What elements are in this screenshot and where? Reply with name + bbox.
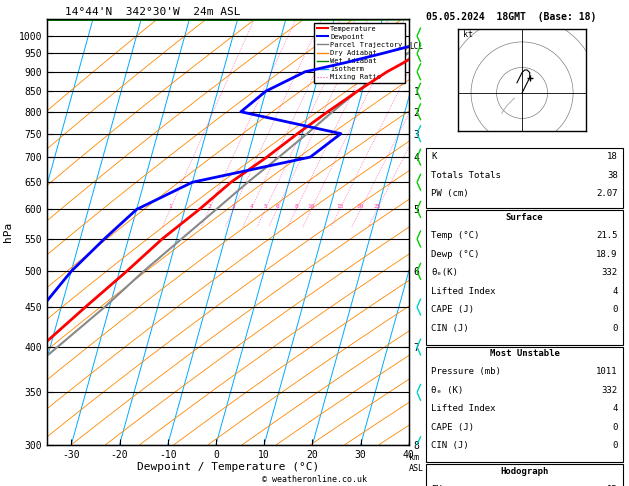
Text: LCL: LCL xyxy=(409,42,423,51)
Legend: Temperature, Dewpoint, Parcel Trajectory, Dry Adiabat, Wet Adiabat, Isotherm, Mi: Temperature, Dewpoint, Parcel Trajectory… xyxy=(314,23,405,83)
Text: 6: 6 xyxy=(275,205,279,209)
Text: 14°44'N  342°30'W  24m ASL: 14°44'N 342°30'W 24m ASL xyxy=(65,7,241,17)
Text: 18.9: 18.9 xyxy=(596,250,618,259)
Text: Hodograph: Hodograph xyxy=(501,467,548,476)
Text: 2.07: 2.07 xyxy=(596,189,618,198)
Text: 05.05.2024  18GMT  (Base: 18): 05.05.2024 18GMT (Base: 18) xyxy=(426,12,597,22)
Text: Surface: Surface xyxy=(506,213,543,222)
Text: 21.5: 21.5 xyxy=(596,231,618,241)
Text: PW (cm): PW (cm) xyxy=(431,189,469,198)
Text: km
ASL: km ASL xyxy=(409,453,424,472)
Text: CIN (J): CIN (J) xyxy=(431,324,469,333)
Text: K: K xyxy=(431,152,437,161)
Text: CAPE (J): CAPE (J) xyxy=(431,305,474,314)
Text: 15: 15 xyxy=(607,485,618,486)
Text: EH: EH xyxy=(431,485,442,486)
Text: Totals Totals: Totals Totals xyxy=(431,171,501,180)
Text: © weatheronline.co.uk: © weatheronline.co.uk xyxy=(262,474,367,484)
Text: 2: 2 xyxy=(208,205,211,209)
Text: 8: 8 xyxy=(294,205,298,209)
Text: 15: 15 xyxy=(336,205,343,209)
Text: 18: 18 xyxy=(607,152,618,161)
Text: 0: 0 xyxy=(612,441,618,451)
Text: 1011: 1011 xyxy=(596,367,618,377)
Text: 332: 332 xyxy=(601,268,618,278)
Text: 38: 38 xyxy=(607,171,618,180)
Text: CAPE (J): CAPE (J) xyxy=(431,423,474,432)
Text: θₑ(K): θₑ(K) xyxy=(431,268,459,278)
Text: θₑ (K): θₑ (K) xyxy=(431,386,464,395)
Text: 10: 10 xyxy=(308,205,315,209)
Text: 332: 332 xyxy=(601,386,618,395)
Text: 5: 5 xyxy=(264,205,267,209)
Text: 4: 4 xyxy=(249,205,253,209)
Text: kt: kt xyxy=(464,30,474,39)
Y-axis label: Mixing Ratio (g/kg): Mixing Ratio (g/kg) xyxy=(431,181,440,283)
Text: 4: 4 xyxy=(612,404,618,414)
Text: CIN (J): CIN (J) xyxy=(431,441,469,451)
Text: 0: 0 xyxy=(612,305,618,314)
Text: 0: 0 xyxy=(612,324,618,333)
Text: Lifted Index: Lifted Index xyxy=(431,287,496,296)
Text: 1: 1 xyxy=(168,205,172,209)
Text: 3: 3 xyxy=(231,205,235,209)
Text: 0: 0 xyxy=(612,423,618,432)
Text: Lifted Index: Lifted Index xyxy=(431,404,496,414)
Text: 4: 4 xyxy=(612,287,618,296)
Text: Temp (°C): Temp (°C) xyxy=(431,231,480,241)
Y-axis label: hPa: hPa xyxy=(3,222,13,242)
Text: 25: 25 xyxy=(374,205,381,209)
Text: Pressure (mb): Pressure (mb) xyxy=(431,367,501,377)
Text: Dewp (°C): Dewp (°C) xyxy=(431,250,480,259)
Text: 20: 20 xyxy=(357,205,364,209)
Text: Most Unstable: Most Unstable xyxy=(489,349,560,358)
X-axis label: Dewpoint / Temperature (°C): Dewpoint / Temperature (°C) xyxy=(137,462,319,472)
